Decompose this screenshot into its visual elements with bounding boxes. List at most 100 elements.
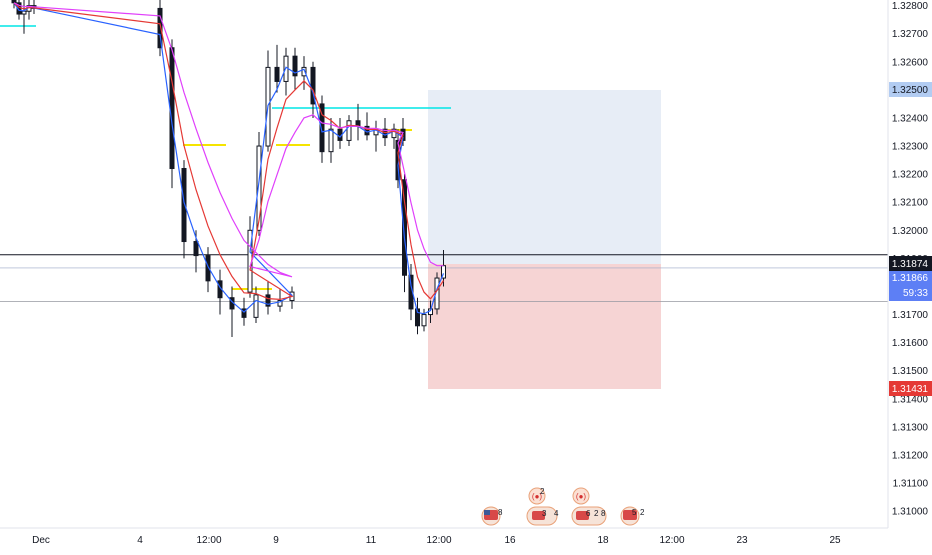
price-tick-label: 1.31000 xyxy=(892,507,929,518)
time-axis[interactable]: Dec 4 12:00 9 11 12:00 16 18 12:00 23 25 xyxy=(0,527,932,550)
price-tag-target: 1.32500 xyxy=(889,82,932,97)
event-count: 2 xyxy=(640,508,645,517)
us-event-flag[interactable]: 8 xyxy=(481,506,503,526)
moving-average-lines xyxy=(13,2,445,315)
candle-body xyxy=(277,300,283,307)
us-event-flag[interactable]: 5 2 xyxy=(620,506,645,526)
candle-body xyxy=(319,103,325,153)
candle xyxy=(415,297,420,335)
time-tick-label: 4 xyxy=(137,535,143,546)
moving-average-line xyxy=(13,2,445,315)
price-tick-label: 1.32300 xyxy=(892,142,929,153)
candle-body xyxy=(193,241,199,257)
ca-event-flag[interactable]: (●) 2 xyxy=(528,487,546,505)
price-tick-label: 1.32800 xyxy=(892,1,929,12)
event-count: 2 xyxy=(594,509,599,518)
candle xyxy=(395,129,401,189)
time-tick-label: Dec xyxy=(32,535,50,546)
candle-body xyxy=(265,294,271,307)
us-event-flag[interactable]: 3 4 xyxy=(526,506,559,526)
candle-body xyxy=(205,255,211,282)
price-tick-label: 1.31200 xyxy=(892,450,929,461)
candle-body xyxy=(391,128,397,139)
candle-body xyxy=(301,66,307,77)
us-event-flag[interactable]: 6 2 8 xyxy=(571,506,607,526)
candle xyxy=(328,117,334,163)
event-count: 5 xyxy=(632,508,637,517)
candle-body xyxy=(421,314,427,327)
economic-calendar-events[interactable]: 8 (●) 2 3 4 (●) 6 2 8 xyxy=(481,487,645,526)
position-stop-zone xyxy=(428,264,661,389)
price-tick-label: 1.32400 xyxy=(892,113,929,124)
event-count: 6 xyxy=(586,509,591,518)
price-tick-label: 1.32000 xyxy=(892,226,929,237)
event-count: 2 xyxy=(540,487,545,496)
us-flag-icon xyxy=(623,510,637,520)
candle-body xyxy=(253,294,259,318)
price-tick-label: 1.32100 xyxy=(892,198,929,209)
price-tag-last: 1.31874 xyxy=(889,256,932,271)
candle xyxy=(301,56,307,90)
us-flag-icon xyxy=(532,511,545,520)
candle xyxy=(265,280,271,315)
candle-body xyxy=(256,145,262,231)
event-count: 3 xyxy=(542,509,547,518)
price-tag-stop-text: 1.31431 xyxy=(892,384,929,395)
time-tick-label: 11 xyxy=(366,535,377,546)
candle xyxy=(292,47,298,90)
candle-body xyxy=(415,308,420,327)
candle xyxy=(319,95,325,163)
candle-body xyxy=(328,128,334,153)
price-tick-label: 1.32600 xyxy=(892,57,929,68)
time-tick-label: 12:00 xyxy=(196,535,221,546)
time-tick-label: 12:00 xyxy=(659,535,684,546)
event-count: 4 xyxy=(554,509,559,518)
candle xyxy=(205,247,211,293)
event-count: 8 xyxy=(498,508,503,517)
time-tick-label: 16 xyxy=(504,535,516,546)
price-tick-label: 1.32700 xyxy=(892,29,929,40)
moving-average-line xyxy=(13,2,444,278)
time-tick-label: 18 xyxy=(597,535,609,546)
price-tick-label: 1.31400 xyxy=(892,394,929,405)
canada-flag-icon: (●) xyxy=(532,492,542,501)
price-tag-current: 1.31866 59:33 xyxy=(889,271,932,301)
candle xyxy=(274,44,280,93)
candle-body xyxy=(346,120,352,141)
time-tick-label: 12:00 xyxy=(426,535,451,546)
candle-body xyxy=(169,47,175,170)
candle-body xyxy=(157,7,163,49)
candle xyxy=(421,308,427,332)
time-tick-label: 9 xyxy=(273,535,279,546)
price-tag-stop: 1.31431 xyxy=(889,381,932,396)
us-flag-icon xyxy=(576,511,589,520)
candle-body xyxy=(402,179,407,276)
price-tick-label: 1.31700 xyxy=(892,310,929,321)
time-tick-label: 25 xyxy=(829,535,841,546)
candle-body xyxy=(292,55,298,77)
price-tick-label: 1.31300 xyxy=(892,422,929,433)
candle-body xyxy=(241,308,247,318)
candle-body xyxy=(11,0,17,4)
time-axis-background xyxy=(0,528,932,550)
price-tag-last-text: 1.31874 xyxy=(892,259,929,270)
price-tick-label: 1.32200 xyxy=(892,170,929,181)
time-tick-label: 23 xyxy=(736,535,748,546)
price-tick-label: 1.31500 xyxy=(892,366,929,377)
price-tag-current-text: 1.31866 xyxy=(892,273,929,284)
candle xyxy=(346,115,352,147)
candle-body xyxy=(181,168,187,243)
countdown-text: 59:33 xyxy=(903,288,928,299)
price-tick-label: 1.31600 xyxy=(892,338,929,349)
event-count: 8 xyxy=(601,509,606,518)
candle xyxy=(181,160,187,259)
candle xyxy=(391,123,397,149)
candle-body xyxy=(395,139,401,181)
ca-event-flag[interactable]: (●) xyxy=(572,487,590,505)
candle xyxy=(277,289,283,312)
price-tick-label: 1.31100 xyxy=(893,479,929,490)
position-target-zone xyxy=(428,90,661,264)
moving-average-line xyxy=(13,2,445,301)
